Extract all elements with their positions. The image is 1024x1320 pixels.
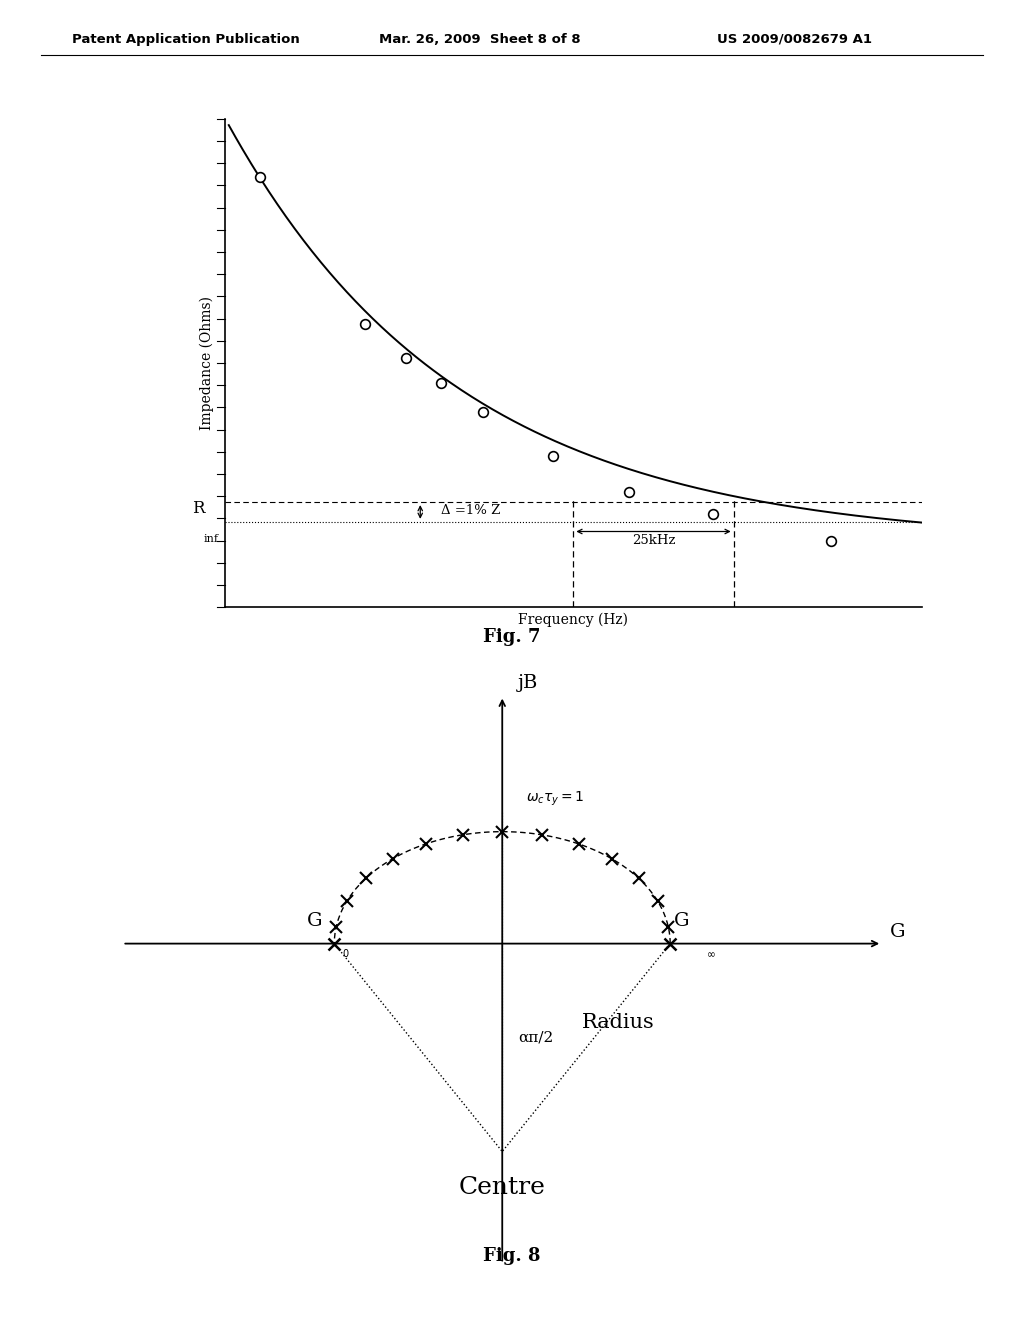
Text: $_\infty$: $_\infty$ <box>707 945 716 960</box>
X-axis label: Frequency (Hz): Frequency (Hz) <box>518 612 629 627</box>
Text: Radius: Radius <box>583 1014 655 1032</box>
Text: 25kHz: 25kHz <box>632 533 675 546</box>
Text: Centre: Centre <box>459 1176 546 1199</box>
Text: G: G <box>307 912 323 929</box>
Text: inf: inf <box>204 533 218 544</box>
Text: R: R <box>191 500 205 517</box>
Text: $_0$: $_0$ <box>342 945 350 960</box>
Text: απ/2: απ/2 <box>518 1030 554 1044</box>
Text: Mar. 26, 2009  Sheet 8 of 8: Mar. 26, 2009 Sheet 8 of 8 <box>379 33 581 46</box>
Text: Patent Application Publication: Patent Application Publication <box>72 33 299 46</box>
Text: Fig. 7: Fig. 7 <box>483 628 541 647</box>
Text: G: G <box>674 912 690 929</box>
Text: Fig. 8: Fig. 8 <box>483 1247 541 1266</box>
Text: Δ =1% Z: Δ =1% Z <box>441 504 501 517</box>
Text: jB: jB <box>518 673 539 692</box>
Text: G: G <box>890 923 905 941</box>
Y-axis label: Impedance (Ohms): Impedance (Ohms) <box>200 296 214 430</box>
Text: $\omega_c\tau_y=1$: $\omega_c\tau_y=1$ <box>526 789 585 808</box>
Text: US 2009/0082679 A1: US 2009/0082679 A1 <box>717 33 871 46</box>
